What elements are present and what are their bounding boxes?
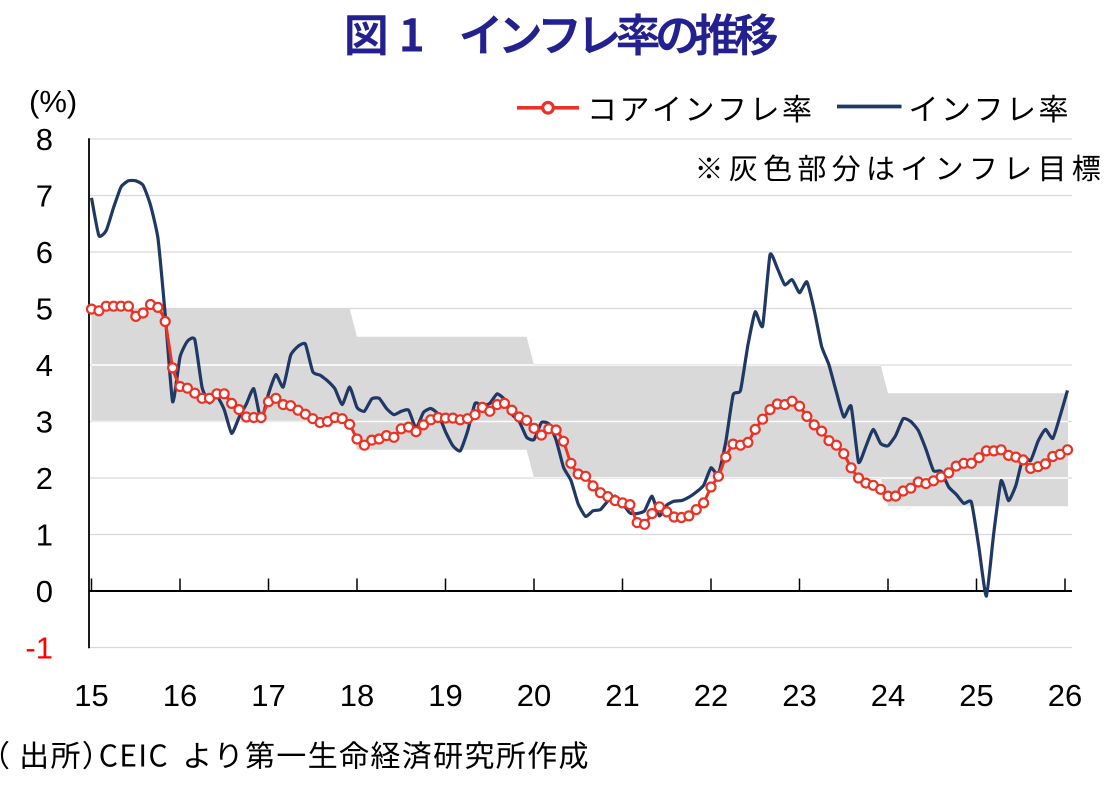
svg-text:17: 17 <box>251 678 285 713</box>
svg-text:2: 2 <box>36 461 53 496</box>
svg-text:0: 0 <box>36 574 53 609</box>
svg-text:(%): (%) <box>29 84 77 119</box>
svg-text:25: 25 <box>959 678 993 713</box>
svg-text:3: 3 <box>36 405 53 440</box>
svg-text:18: 18 <box>340 678 374 713</box>
svg-text:7: 7 <box>36 179 53 214</box>
svg-text:24: 24 <box>871 678 905 713</box>
svg-text:21: 21 <box>605 678 639 713</box>
svg-text:-1: -1 <box>25 631 53 666</box>
svg-text:23: 23 <box>782 678 816 713</box>
svg-text:20: 20 <box>517 678 551 713</box>
svg-text:6: 6 <box>36 235 53 270</box>
svg-text:15: 15 <box>74 678 108 713</box>
svg-text:22: 22 <box>694 678 728 713</box>
svg-text:8: 8 <box>36 122 53 157</box>
svg-text:16: 16 <box>163 678 197 713</box>
svg-text:1: 1 <box>36 518 53 553</box>
svg-text:5: 5 <box>36 292 53 327</box>
svg-text:26: 26 <box>1048 678 1082 713</box>
svg-text:19: 19 <box>428 678 462 713</box>
svg-text:4: 4 <box>36 348 53 383</box>
